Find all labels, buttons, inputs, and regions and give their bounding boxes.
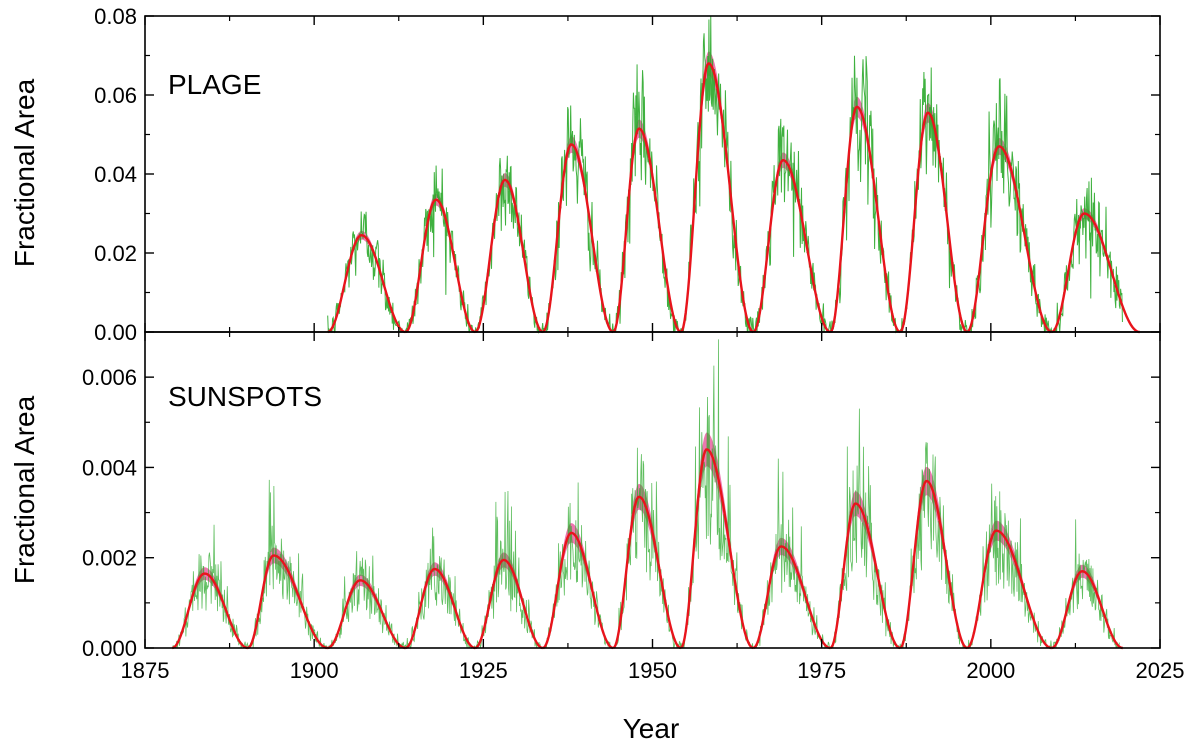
plage-panel-label: PLAGE [168,69,261,100]
x-tick-label: 1950 [628,658,677,683]
sunspots-cycle-fit-7 [612,495,682,650]
sunspots-cycle-band-2 [247,547,328,648]
plage-cycle-fit-2 [405,198,476,334]
sunspots-cycle-fit-4 [405,567,476,650]
x-tick-label: 1900 [290,658,339,683]
plage-y-tick-label: 0.06 [94,83,137,108]
sunspots-cycle-fit-10 [829,502,901,650]
sunspots-cycle-fit-5 [474,558,544,650]
sunspots-y-tick-label: 0.006 [82,365,137,390]
sunspots-cycle-fit-1 [171,572,249,650]
sunspots-cycle-fit-11 [899,479,968,650]
x-tick-label: 1975 [797,658,846,683]
sunspots-y-tick-label: 0.000 [82,636,137,661]
x-tick-label: 1875 [121,658,170,683]
plage-cycle-fit-7 [752,158,831,334]
plage-observed-series [327,15,1123,334]
plage-fit-group [327,61,1140,334]
sunspots-uncertainty-band-group [172,432,1123,648]
x-tick-label: 2025 [1136,658,1185,683]
plage-axes: 0.00 0.02 0.04 0.06 0.08 [94,4,1161,345]
sunspots-axes: 0.000 0.002 0.004 0.006 1875 1900 1925 1950 1975… [82,331,1185,683]
plage-panel: 0.00 0.02 0.04 0.06 0.08 PLAGE Fractional Ar… [9,4,1161,345]
plage-cycle-fit-6 [680,61,754,334]
sunspots-panel-label: SUNSPOTS [168,381,322,412]
plage-cycle-fit-11 [1051,212,1140,334]
plage-observed-group [327,15,1123,334]
plage-cycle-fit-10 [966,145,1053,334]
sunspots-cycle-fit-9 [752,545,831,650]
x-axis-title: Year [623,713,680,744]
sunspots-cycle-fit-13 [1051,570,1123,650]
sunspots-panel: 0.000 0.002 0.004 0.006 1875 1900 1925 1950 1975… [9,331,1185,683]
plage-y-tick-label: 0.08 [94,4,137,29]
sunspots-cycle-fit-12 [966,529,1052,650]
sunspots-fit-group [171,448,1123,650]
sunspots-y-axis-title: Fractional Area [9,395,40,584]
sunspots-cycle-band-12 [967,520,1052,648]
plage-y-axis-title: Fractional Area [9,78,40,267]
sunspots-cycle-fit-6 [542,531,614,650]
x-tick-label: 2000 [966,658,1015,683]
sunspots-y-tick-label: 0.004 [82,455,137,480]
sunspots-y-tick-label: 0.002 [82,546,137,571]
sunspots-cycle-fit-3 [327,579,406,650]
plage-cycle-fit-3 [474,178,544,334]
plage-y-tick-label: 0.00 [94,320,137,345]
plage-cycle-fit-4 [542,143,614,334]
plage-cycle-fit-5 [612,127,682,334]
plage-y-tick-label: 0.04 [94,162,137,187]
plage-cycle-fit-8 [829,105,901,334]
sunspots-cycle-fit-8 [680,448,754,650]
plage-cycle-fit-1 [327,234,406,334]
plage-y-tick-label: 0.02 [94,241,137,266]
sunspots-cycle-fit-2 [247,554,328,650]
plage-cycle-fit-9 [899,111,968,334]
x-tick-label: 1925 [459,658,508,683]
